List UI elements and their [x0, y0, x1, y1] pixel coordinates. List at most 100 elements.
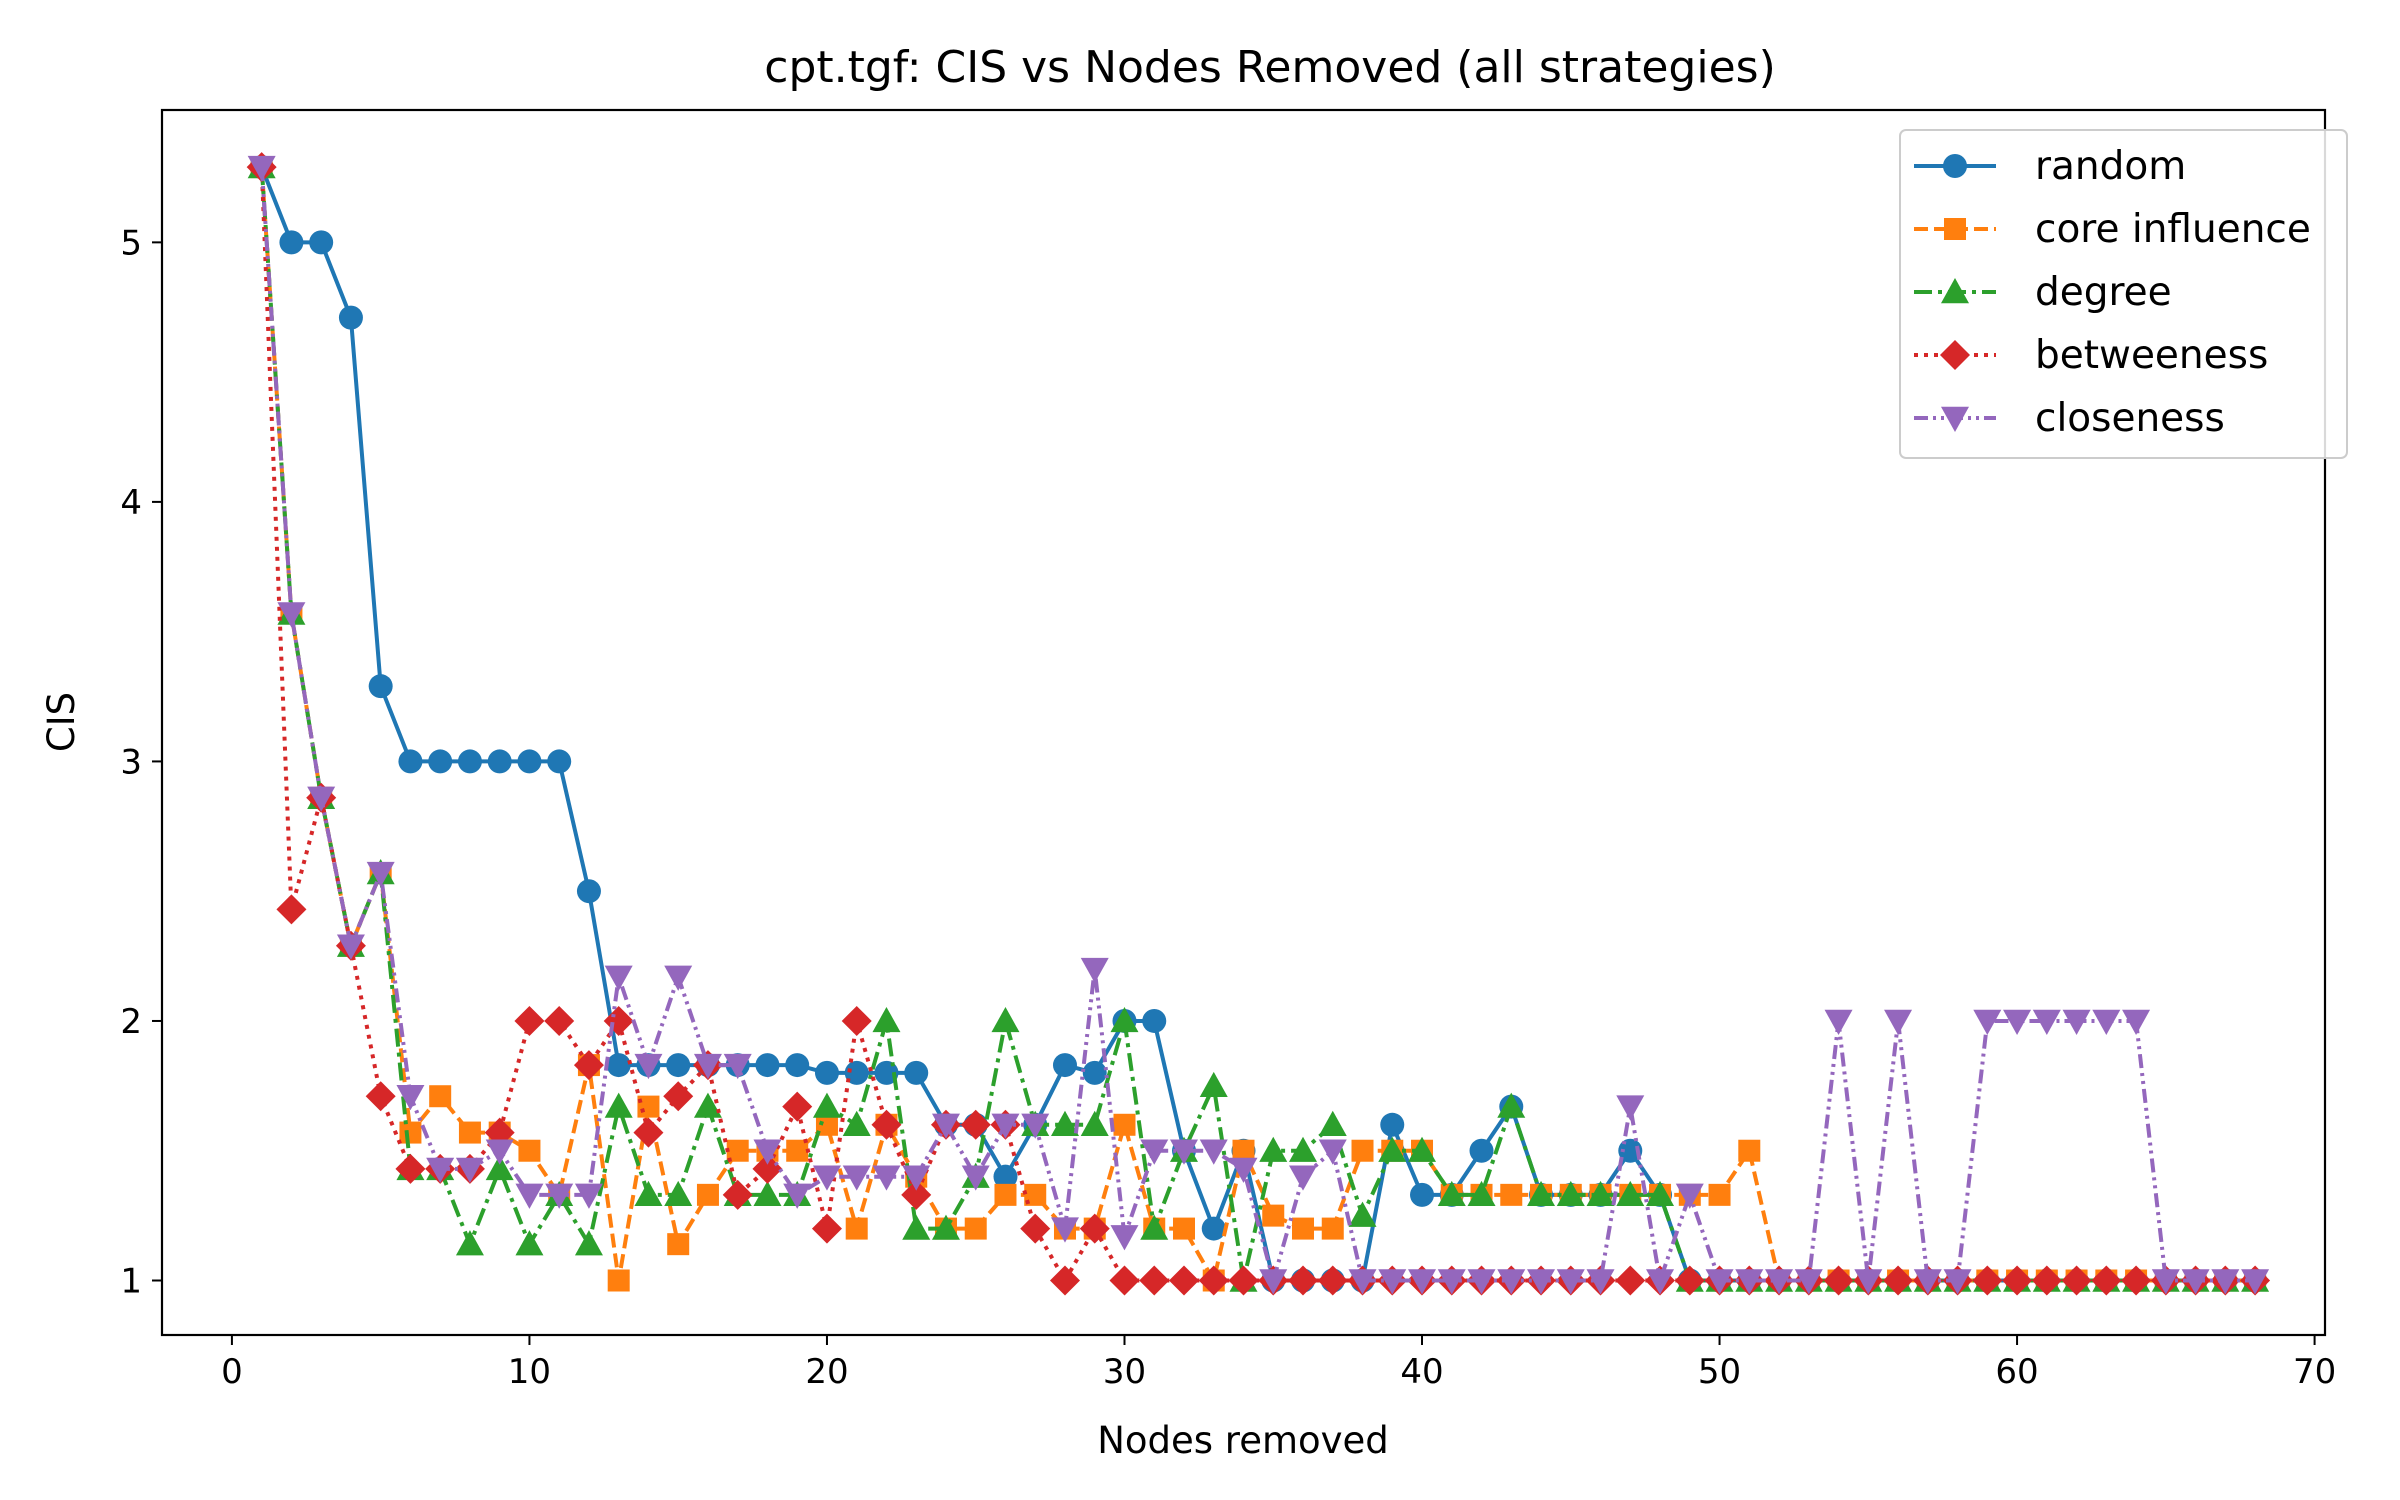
data-point: [2122, 1009, 2151, 1035]
y-tick-label: 1: [120, 1261, 142, 1301]
x-axis-label: Nodes removed: [1097, 1419, 1389, 1462]
data-point: [604, 965, 633, 991]
data-point: [931, 1214, 960, 1240]
data-point: [1168, 1265, 1199, 1296]
data-point: [2211, 1269, 2240, 1295]
data-point: [515, 1183, 544, 1209]
data-point: [1943, 1269, 1972, 1295]
data-point: [1913, 1269, 1942, 1295]
data-point: [1080, 1110, 1109, 1136]
data-point: [634, 1180, 663, 1207]
y-axis: 1 2 3 4 5: [120, 223, 162, 1301]
data-point: [666, 1053, 691, 1078]
data-point: [515, 1230, 544, 1256]
data-point: [1289, 1136, 1318, 1162]
data-point: [1351, 1139, 1374, 1162]
data-point: [1020, 1213, 1051, 1244]
data-point: [1675, 1183, 1704, 1209]
data-point: [872, 1165, 901, 1191]
data-point: [1079, 1213, 1110, 1244]
data-point: [782, 1091, 813, 1122]
data-point: [606, 1053, 631, 1078]
data-point: [1646, 1269, 1675, 1295]
data-point: [2181, 1269, 2210, 1295]
legend-marker: [1941, 278, 1969, 304]
data-point: [1318, 1139, 1347, 1165]
y-tick-label: 4: [120, 483, 142, 523]
data-point: [1172, 1217, 1195, 1240]
data-point: [991, 1006, 1020, 1033]
legend-label: betweeness: [2035, 333, 2268, 378]
data-point: [247, 155, 276, 182]
data-point: [1705, 1269, 1734, 1295]
data-point: [1794, 1269, 1823, 1295]
data-point: [960, 1109, 991, 1140]
data-point: [1437, 1269, 1466, 1295]
data-point: [1735, 1269, 1764, 1295]
data-point: [991, 1113, 1020, 1139]
data-point: [576, 879, 601, 904]
data-point: [1199, 1071, 1228, 1098]
data-point: [279, 230, 304, 255]
data-point: [1616, 1180, 1645, 1207]
data-point: [573, 1050, 604, 1081]
data-point: [574, 1183, 603, 1209]
data-point: [842, 1110, 871, 1136]
y-tick-label: 5: [120, 223, 142, 263]
data-point: [2092, 1009, 2121, 1035]
x-tick-label: 70: [2293, 1352, 2336, 1392]
data-point: [753, 1180, 782, 1207]
data-point: [726, 1139, 749, 1162]
data-point: [723, 1053, 752, 1080]
data-point: [398, 749, 423, 774]
data-point: [604, 1092, 633, 1118]
axes-frame: [160, 108, 2327, 1337]
data-point: [399, 1121, 422, 1144]
data-point: [1437, 1180, 1466, 1207]
data-point: [1050, 1217, 1079, 1243]
data-point: [904, 1060, 929, 1085]
data-point: [1616, 1095, 1645, 1121]
x-tick-label: 50: [1698, 1352, 1741, 1392]
data-point: [309, 230, 334, 255]
legend-label: closeness: [2035, 396, 2225, 441]
data-point: [1140, 1139, 1169, 1165]
data-point: [1113, 1113, 1136, 1136]
data-point: [1110, 1006, 1139, 1033]
data-point: [1497, 1269, 1526, 1295]
x-tick-label: 40: [1400, 1352, 1443, 1392]
data-point: [1348, 1201, 1377, 1227]
data-point: [901, 1179, 932, 1210]
data-point: [693, 1092, 722, 1118]
data-point: [1765, 1269, 1794, 1295]
data-point: [753, 1139, 782, 1165]
data-point: [1408, 1136, 1437, 1162]
legend-entry: closeness: [1914, 396, 2225, 441]
data-point: [1884, 1009, 1913, 1035]
data-point: [1380, 1112, 1405, 1137]
data-point: [667, 1233, 690, 1256]
data-point: [276, 894, 307, 925]
chart-title: cpt.tgf: CIS vs Nodes Removed (all strat…: [764, 42, 1775, 93]
data-point: [1080, 957, 1109, 984]
data-point: [2091, 1265, 2122, 1296]
y-axis-label: CIS: [40, 692, 83, 752]
x-tick-label: 60: [1995, 1352, 2038, 1392]
x-tick-label: 0: [221, 1352, 243, 1392]
data-point: [336, 934, 365, 960]
data-point: [1410, 1182, 1435, 1207]
data-point: [2031, 1265, 2062, 1296]
data-point: [722, 1179, 753, 1210]
data-point: [1500, 1183, 1523, 1206]
x-axis: 0 10 20 30 40 50 60 70: [221, 1335, 2336, 1392]
legend-marker: [1940, 340, 1970, 370]
data-point: [428, 749, 453, 774]
legend-marker: [1941, 406, 1969, 432]
data-point: [1469, 1138, 1494, 1163]
data-point: [1229, 1157, 1258, 1183]
data-point: [277, 602, 306, 628]
data-point: [814, 1060, 839, 1085]
data-point: [1201, 1216, 1226, 1241]
data-point: [2032, 1009, 2061, 1035]
data-point: [1556, 1180, 1585, 1207]
